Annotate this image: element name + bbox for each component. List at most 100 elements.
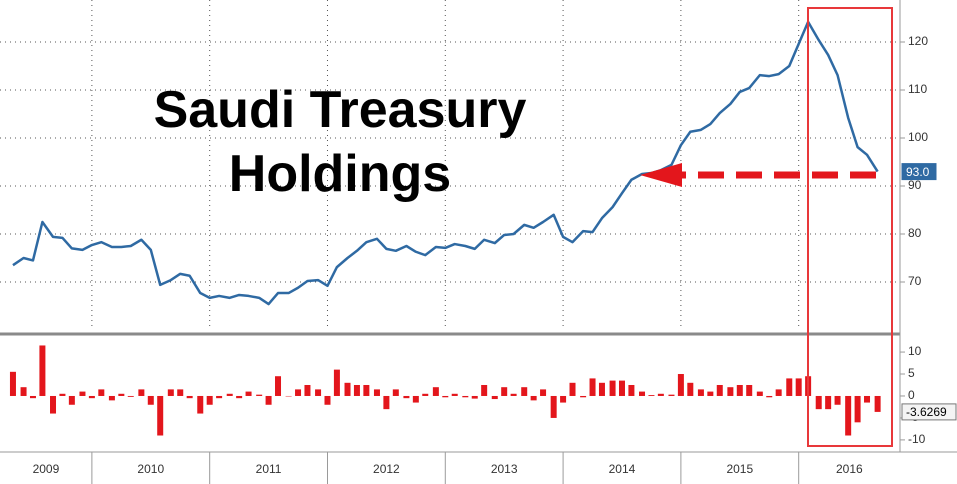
last-value-label: 93.0 bbox=[906, 165, 930, 179]
bar bbox=[127, 395, 134, 397]
bar bbox=[775, 389, 782, 396]
bar bbox=[50, 395, 57, 414]
bar bbox=[874, 395, 881, 412]
x-tick-label: 2012 bbox=[373, 462, 400, 476]
bar bbox=[569, 382, 576, 396]
y-tick-label: 10 bbox=[908, 344, 922, 358]
bar bbox=[147, 395, 154, 405]
bar bbox=[245, 391, 252, 396]
bar bbox=[668, 394, 675, 396]
bar bbox=[501, 387, 508, 396]
bar bbox=[403, 395, 410, 399]
y-tick-label: 90 bbox=[908, 178, 922, 192]
bar bbox=[677, 374, 684, 396]
bar bbox=[177, 389, 184, 396]
bar bbox=[373, 389, 380, 396]
bar bbox=[88, 395, 95, 399]
arrow-head bbox=[640, 163, 682, 187]
bar bbox=[727, 387, 734, 396]
bar bbox=[491, 395, 498, 400]
last-value-box bbox=[901, 403, 957, 421]
last-value-box bbox=[901, 163, 937, 181]
bar bbox=[657, 393, 664, 396]
y-tick-label: 5 bbox=[908, 366, 915, 380]
plot-area: 7080901001101201050-5-102009201020112012… bbox=[0, 0, 928, 484]
bar bbox=[432, 387, 439, 396]
bar bbox=[550, 395, 557, 418]
bar bbox=[609, 380, 616, 396]
bar bbox=[471, 395, 478, 399]
x-tick-label: 2015 bbox=[726, 462, 753, 476]
bar bbox=[197, 395, 204, 414]
annotations bbox=[0, 0, 957, 453]
bar bbox=[324, 395, 331, 405]
bar bbox=[304, 384, 311, 396]
bar bbox=[746, 384, 753, 396]
bar bbox=[68, 395, 75, 405]
bar bbox=[766, 395, 773, 398]
bar bbox=[795, 378, 802, 396]
bar bbox=[333, 369, 340, 396]
bar bbox=[530, 395, 537, 401]
x-tick-label: 2016 bbox=[836, 462, 863, 476]
y-tick-label: 110 bbox=[908, 82, 927, 96]
y-tick-label: -10 bbox=[908, 432, 926, 446]
y-tick-label: 70 bbox=[908, 274, 922, 288]
bar bbox=[20, 387, 27, 396]
bar bbox=[226, 393, 233, 396]
bar bbox=[510, 393, 517, 396]
x-tick-label: 2009 bbox=[33, 462, 60, 476]
value-labels: 93.0 -3.6269 bbox=[901, 163, 957, 421]
bar bbox=[138, 389, 145, 396]
bar bbox=[344, 382, 351, 396]
bar bbox=[845, 395, 852, 436]
bar bbox=[834, 395, 841, 405]
bar bbox=[540, 389, 547, 396]
bar bbox=[451, 393, 458, 396]
bar bbox=[9, 371, 16, 396]
y-tick-label: 80 bbox=[908, 226, 922, 240]
bar bbox=[315, 389, 322, 396]
bar bbox=[707, 391, 714, 396]
bar bbox=[481, 384, 488, 396]
bar bbox=[412, 395, 419, 403]
bar bbox=[462, 395, 469, 398]
y-tick-label: 120 bbox=[908, 34, 928, 48]
bar bbox=[29, 395, 36, 399]
bar bbox=[716, 384, 723, 396]
bar bbox=[825, 395, 832, 410]
bar bbox=[265, 395, 272, 405]
bar bbox=[786, 378, 793, 396]
bar bbox=[521, 387, 528, 396]
bar bbox=[59, 393, 66, 396]
bar bbox=[598, 382, 605, 396]
bar bbox=[639, 391, 646, 396]
bar bbox=[697, 389, 704, 396]
x-tick-label: 2010 bbox=[137, 462, 164, 476]
bar bbox=[383, 395, 390, 410]
bar bbox=[392, 389, 399, 396]
bar bbox=[618, 380, 625, 396]
x-tick-label: 2013 bbox=[491, 462, 518, 476]
bar bbox=[236, 395, 243, 399]
bar bbox=[854, 395, 861, 423]
bar bbox=[589, 378, 596, 396]
bar bbox=[79, 391, 86, 396]
bar bbox=[108, 395, 115, 401]
bar bbox=[815, 395, 822, 410]
data-line bbox=[12, 20, 879, 306]
bar bbox=[118, 393, 125, 396]
x-tick-label: 2011 bbox=[256, 462, 282, 476]
bar bbox=[736, 384, 743, 396]
bar bbox=[275, 376, 282, 396]
bar bbox=[256, 394, 263, 396]
y-tick-label: 100 bbox=[908, 130, 928, 144]
bar bbox=[422, 393, 429, 396]
x-tick-label: 2014 bbox=[609, 462, 636, 476]
bar bbox=[363, 384, 370, 396]
bar bbox=[756, 391, 763, 396]
bar bbox=[580, 395, 587, 398]
bar bbox=[560, 395, 567, 403]
